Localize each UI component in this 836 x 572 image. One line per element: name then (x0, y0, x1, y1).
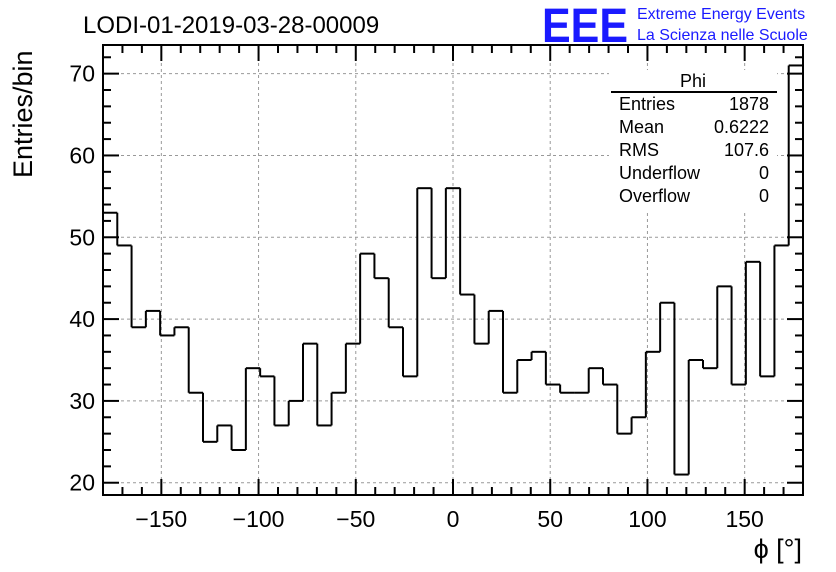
x-tick-label: 150 (725, 506, 763, 532)
y-tick-label: 20 (69, 470, 95, 496)
y-tick-label: 30 (69, 388, 95, 414)
x-tick-label: −150 (135, 506, 187, 532)
x-tick-label: 50 (537, 506, 563, 532)
stats-row-value: 0 (759, 163, 769, 183)
x-tick-label: −50 (336, 506, 375, 532)
stats-row-label: Underflow (619, 163, 701, 183)
stats-row-label: Entries (619, 94, 675, 114)
stats-row-label: RMS (619, 140, 659, 160)
x-tick-label: 100 (628, 506, 666, 532)
stats-row-label: Overflow (619, 186, 691, 206)
logo-line-1: Extreme Energy Events (637, 6, 805, 23)
histogram-series (103, 64, 803, 476)
tick-labels: −150 −100 −50 0 50 100 150 20 30 40 50 60 70 (69, 61, 763, 532)
y-axis-label: Entries/bin (8, 50, 38, 178)
eee-logo: EEE Extreme Energy Events La Scienza nel… (542, 0, 808, 53)
logo-letters: EEE (542, 0, 628, 53)
x-tick-label: −100 (233, 506, 285, 532)
stats-box: Phi Entries 1878 Mean 0.6222 RMS 107.6 Underfl… (609, 70, 777, 210)
stats-box-title: Phi (680, 71, 706, 91)
stats-box-rows: Entries 1878 Mean 0.6222 RMS 107.6 Underflow 0 O… (619, 94, 769, 206)
logo-line-2: La Scienza nelle Scuole (637, 27, 808, 44)
stats-box-background (609, 70, 777, 210)
stats-row-value: 0 (759, 186, 769, 206)
axes (102, 44, 804, 496)
x-axis-label: ϕ [°] (754, 534, 802, 564)
stats-row-value: 0.6222 (714, 117, 769, 137)
y-tick-label: 60 (69, 142, 95, 168)
y-tick-label: 40 (69, 306, 95, 332)
stats-row-label: Mean (619, 117, 664, 137)
stats-row-value: 107.6 (724, 140, 769, 160)
y-tick-label: 50 (69, 224, 95, 250)
stats-row-value: 1878 (729, 94, 769, 114)
x-tick-label: 0 (447, 506, 460, 532)
chart-title: LODI-01-2019-03-28-00009 (83, 12, 379, 39)
y-tick-label: 70 (69, 61, 95, 87)
